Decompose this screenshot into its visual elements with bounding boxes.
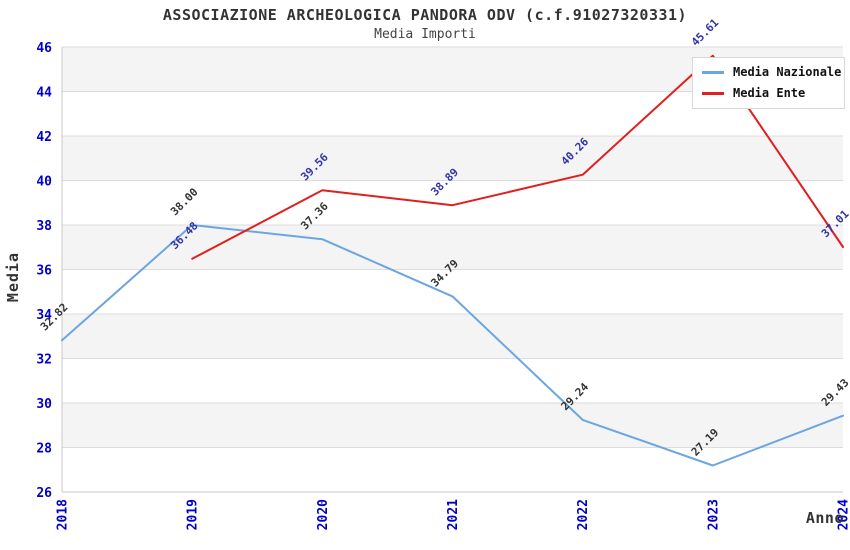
y-tick-label: 28 bbox=[36, 442, 52, 457]
legend-label-media-nazionale: Media Nazionale bbox=[733, 65, 842, 79]
legend: Media Nazionale Media Ente bbox=[692, 57, 845, 109]
x-tick-label: 2020 bbox=[316, 499, 331, 530]
y-tick-label: 30 bbox=[36, 397, 52, 412]
y-tick-label: 34 bbox=[36, 308, 52, 323]
point-label-media-nazionale: 38.00 bbox=[168, 186, 201, 219]
y-tick-label: 44 bbox=[36, 86, 52, 101]
x-tick-label: 2021 bbox=[446, 499, 461, 530]
y-tick-label: 40 bbox=[36, 175, 52, 190]
x-axis-title: Anno bbox=[805, 509, 844, 527]
point-label-media-ente: 45.61 bbox=[689, 16, 722, 49]
x-tick-label: 2018 bbox=[56, 499, 71, 530]
y-tick-label: 32 bbox=[36, 353, 52, 368]
plot-band bbox=[62, 225, 843, 270]
y-tick-label: 46 bbox=[36, 41, 52, 56]
plot-band bbox=[62, 314, 843, 359]
y-tick-label: 42 bbox=[36, 130, 52, 145]
legend-swatch-media-nazionale bbox=[702, 70, 724, 74]
plot-band bbox=[62, 136, 843, 181]
plot-band bbox=[62, 403, 843, 448]
x-tick-label: 2019 bbox=[186, 499, 201, 530]
legend-label-media-ente: Media Ente bbox=[733, 86, 806, 100]
y-axis-title: Media bbox=[4, 251, 22, 303]
chart-title: ASSOCIAZIONE ARCHEOLOGICA PANDORA ODV (c… bbox=[162, 6, 688, 24]
legend-item: Media Ente bbox=[702, 86, 835, 100]
legend-swatch-media-ente bbox=[702, 91, 724, 95]
legend-item: Media Nazionale bbox=[702, 65, 841, 79]
y-tick-label: 26 bbox=[36, 486, 52, 501]
y-tick-label: 36 bbox=[36, 264, 52, 279]
chart-subtitle: Media Importi bbox=[374, 27, 476, 42]
series-line-media-nazionale bbox=[61, 224, 844, 467]
x-tick-label: 2022 bbox=[576, 499, 591, 530]
x-tick-label: 2023 bbox=[706, 499, 721, 530]
x-tick-label: 2024 bbox=[837, 499, 850, 530]
y-tick-label: 38 bbox=[36, 219, 52, 234]
